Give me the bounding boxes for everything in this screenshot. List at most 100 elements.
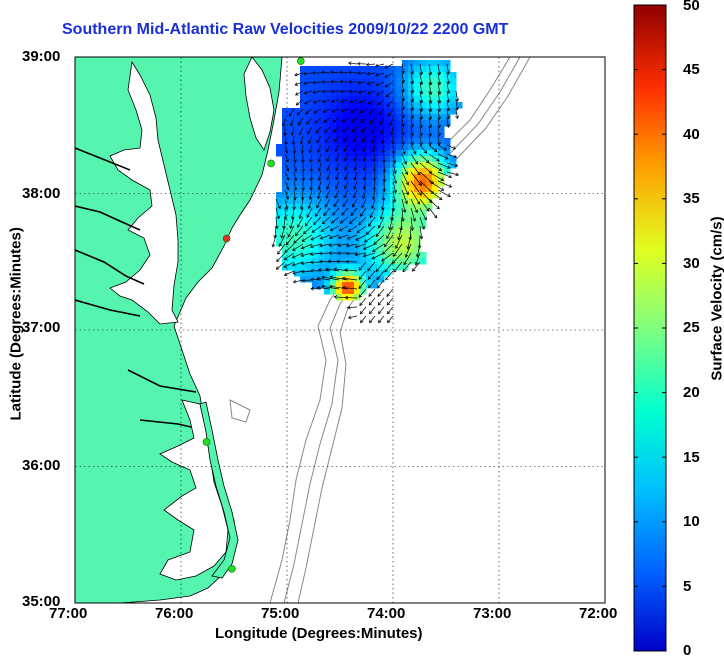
velocity-arrow-head bbox=[277, 251, 281, 255]
velocity-cell bbox=[348, 282, 355, 289]
velocity-cell bbox=[312, 270, 319, 277]
velocity-cell bbox=[348, 180, 355, 187]
velocity-arrow bbox=[293, 279, 304, 283]
velocity-arrow bbox=[372, 189, 376, 200]
velocity-cell bbox=[300, 126, 307, 133]
velocity-cell bbox=[366, 102, 373, 109]
velocity-arrow-head bbox=[328, 235, 333, 240]
velocity-arrow-head bbox=[325, 139, 329, 143]
velocity-cell bbox=[276, 192, 283, 199]
velocity-cell bbox=[414, 90, 421, 97]
velocity-cell bbox=[396, 114, 403, 121]
velocity-cell bbox=[372, 246, 379, 253]
velocity-cell bbox=[306, 78, 313, 85]
velocity-arrow bbox=[348, 315, 358, 319]
velocity-arrow bbox=[401, 198, 406, 213]
velocity-cell bbox=[348, 126, 355, 133]
velocity-cell bbox=[318, 168, 325, 175]
velocity-cell bbox=[354, 288, 361, 295]
velocity-arrow-head bbox=[331, 109, 336, 113]
velocity-arrow bbox=[310, 252, 322, 255]
velocity-cell bbox=[312, 156, 319, 163]
velocity-arrow-head bbox=[333, 295, 338, 299]
velocity-arrow bbox=[369, 306, 376, 314]
velocity-cell bbox=[384, 210, 391, 217]
velocity-cell bbox=[294, 186, 301, 193]
velocity-arrow bbox=[319, 261, 331, 263]
velocity-cell bbox=[300, 138, 307, 145]
colorbar-tick-35: 35 bbox=[683, 190, 700, 207]
velocity-arrow-head bbox=[360, 213, 364, 217]
velocity-arrow bbox=[419, 63, 423, 75]
velocity-cell bbox=[366, 198, 373, 205]
velocity-arrow-head bbox=[419, 133, 423, 137]
velocity-arrow bbox=[363, 243, 376, 250]
velocity-arrow bbox=[410, 171, 422, 186]
velocity-arrow-head bbox=[290, 132, 295, 136]
velocity-arrow bbox=[401, 180, 409, 195]
velocity-arrow bbox=[284, 171, 290, 181]
velocity-cell bbox=[360, 90, 367, 97]
map-frame bbox=[74, 56, 606, 604]
velocity-cell bbox=[396, 264, 403, 271]
velocity-arrow bbox=[455, 108, 458, 119]
velocity-cell bbox=[360, 168, 367, 175]
velocity-arrow bbox=[348, 62, 358, 65]
velocity-arrow-head bbox=[320, 228, 325, 232]
velocity-cell bbox=[360, 162, 367, 169]
velocity-arrow-head bbox=[452, 146, 457, 150]
velocity-cell bbox=[414, 192, 421, 199]
velocity-cell bbox=[408, 156, 415, 163]
velocity-arrow bbox=[410, 135, 413, 145]
velocity-cell bbox=[414, 114, 421, 121]
velocity-cell bbox=[402, 66, 409, 73]
velocity-arrow bbox=[304, 99, 313, 105]
velocity-arrow bbox=[344, 162, 349, 171]
velocity-cell bbox=[294, 210, 301, 217]
velocity-arrow bbox=[392, 171, 397, 184]
velocity-arrow-head bbox=[378, 319, 382, 324]
velocity-arrow bbox=[344, 153, 349, 162]
velocity-arrow-head bbox=[414, 161, 419, 165]
velocity-arrow-head bbox=[392, 199, 397, 203]
velocity-arrow bbox=[375, 72, 385, 76]
velocity-cell bbox=[390, 78, 397, 85]
velocity-arrow bbox=[419, 189, 432, 203]
velocity-cell bbox=[378, 108, 385, 115]
velocity-arrow bbox=[401, 63, 404, 74]
velocity-cell bbox=[390, 174, 397, 181]
velocity-cell bbox=[390, 132, 397, 139]
velocity-cell bbox=[414, 162, 421, 169]
velocity-cell bbox=[366, 108, 373, 115]
velocity-arrow-head bbox=[414, 261, 419, 266]
velocity-arrow-head bbox=[324, 204, 329, 208]
lat-tick-3: 36:00 bbox=[22, 457, 61, 474]
velocity-arrow bbox=[393, 243, 403, 257]
velocity-cell bbox=[384, 72, 391, 79]
velocity-cell bbox=[432, 156, 439, 163]
velocity-cell bbox=[336, 216, 343, 223]
velocity-arrow bbox=[347, 306, 358, 308]
velocity-cell bbox=[294, 138, 301, 145]
velocity-arrow bbox=[446, 90, 450, 103]
velocity-arrow-head bbox=[401, 123, 405, 128]
velocity-cell bbox=[348, 216, 355, 223]
velocity-arrow-head bbox=[367, 267, 371, 272]
velocity-cell bbox=[414, 228, 421, 235]
velocity-arrow bbox=[341, 207, 349, 216]
velocity-arrow-head bbox=[384, 74, 388, 78]
colorbar-tick-45: 45 bbox=[683, 61, 700, 78]
velocity-cell bbox=[432, 84, 439, 91]
velocity-arrow-head bbox=[389, 122, 393, 127]
velocity-cell bbox=[348, 78, 355, 85]
velocity-cell bbox=[408, 168, 415, 175]
velocity-cell bbox=[390, 210, 397, 217]
velocity-arrow-head bbox=[341, 211, 345, 216]
velocity-arrow-head bbox=[392, 260, 396, 264]
velocity-cell bbox=[402, 258, 409, 265]
velocity-arrow bbox=[303, 225, 313, 235]
velocity-cell bbox=[438, 174, 445, 181]
velocity-arrow bbox=[410, 216, 413, 231]
velocity-cell bbox=[348, 84, 355, 91]
velocity-cell bbox=[288, 114, 295, 121]
